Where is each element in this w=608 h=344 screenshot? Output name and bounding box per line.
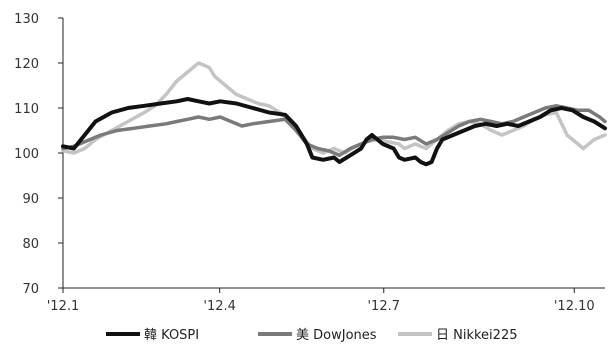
legend-label: 美 DowJones — [296, 328, 377, 343]
legend-label: 韓 KOSPI — [144, 328, 199, 343]
y-axis-ticks: 70 80 90 100 110 120 130 — [14, 12, 63, 297]
y-tick-label: 70 — [22, 282, 39, 297]
x-tick-label: '12.7 — [367, 299, 400, 314]
x-tick-label: '12.10 — [554, 299, 595, 314]
legend: 韓 KOSPI 美 DowJones 日 Nikkei225 — [106, 328, 518, 343]
y-tick-label: 110 — [14, 102, 39, 117]
y-tick-label: 100 — [14, 147, 39, 162]
series-line — [61, 104, 607, 158]
y-tick-label: 130 — [14, 12, 39, 27]
series-line — [61, 97, 607, 167]
y-tick-label: 80 — [22, 237, 39, 252]
legend-label: 日 Nikkei225 — [436, 328, 518, 343]
series-line — [61, 61, 607, 155]
series-lines — [61, 61, 607, 167]
x-tick-label: '12.1 — [47, 299, 80, 314]
x-axis-ticks: '12.1 '12.4 '12.7 '12.10 — [47, 288, 595, 314]
y-tick-label: 90 — [22, 192, 39, 207]
x-tick-label: '12.4 — [203, 299, 236, 314]
y-tick-label: 120 — [14, 57, 39, 72]
